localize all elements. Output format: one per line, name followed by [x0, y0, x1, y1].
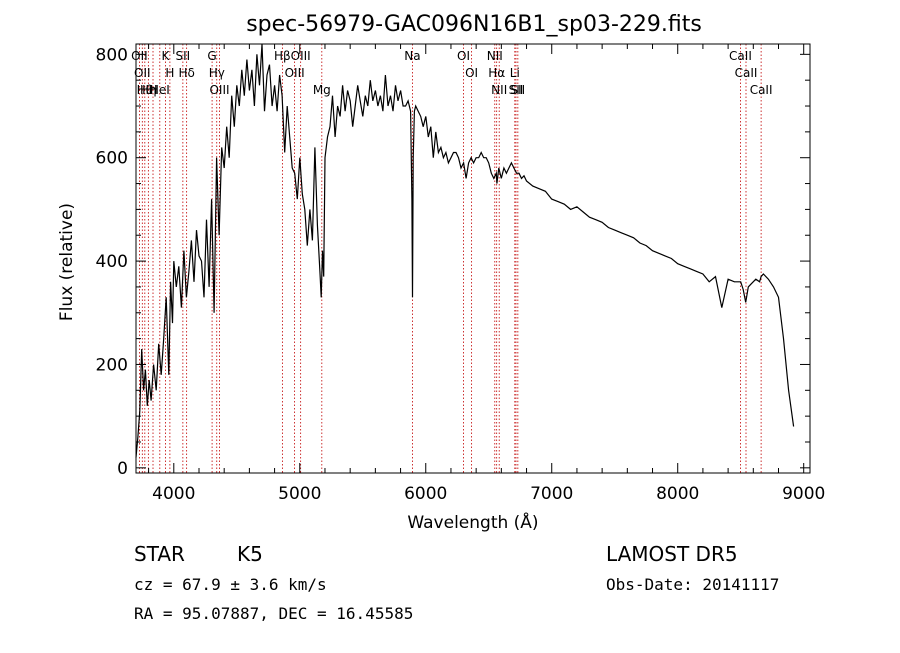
line-marker-label: OII: [131, 49, 148, 63]
object-class: STAR: [134, 542, 185, 566]
y-tick-label: 400: [96, 252, 128, 272]
line-marker-label: CaII: [729, 49, 752, 63]
line-marker-label: OI: [457, 49, 470, 63]
line-marker-label: CaII: [750, 83, 773, 97]
x-tick-label: 9000: [782, 484, 825, 504]
line-marker-label: H: [148, 83, 157, 97]
survey-name: LAMOST DR5: [606, 542, 738, 566]
line-marker-label: NII: [487, 49, 503, 63]
line-marker-labels: OIIOIIHθHηHHeIKHSIIHδGHγOIIIHβOIIIOIIIMg…: [131, 49, 772, 97]
line-marker-label: OII: [134, 66, 151, 80]
x-tick-label: 8000: [656, 484, 699, 504]
line-marker-label: OIII: [285, 66, 305, 80]
x-tick-label: 6000: [404, 484, 447, 504]
line-marker-label: CaII: [735, 66, 758, 80]
line-marker-label: Hδ: [178, 66, 194, 80]
object-subclass: K5: [237, 542, 263, 566]
spectrum-series-line: [135, 43, 795, 458]
x-tick-label: 5000: [278, 484, 321, 504]
line-marker-label: NII: [491, 83, 507, 97]
line-marker-label: OI: [465, 66, 478, 80]
line-marker-label: Hα: [488, 66, 505, 80]
y-tick-label: 600: [96, 149, 128, 169]
line-marker-label: Na: [404, 49, 420, 63]
line-marker-label: K: [162, 49, 171, 63]
redshift-cz: cz = 67.9 ± 3.6 km/s: [134, 575, 327, 594]
observation-date: Obs-Date: 20141117: [606, 575, 779, 594]
x-tick-label: 7000: [530, 484, 573, 504]
chart-title: spec-56979-GAC096N16B1_sp03-229.fits: [246, 12, 702, 37]
line-marker-label: Hθ: [137, 83, 153, 97]
y-axis: 0 200 400 600 800: [96, 45, 810, 479]
x-axis-label: Wavelength (Å): [407, 511, 538, 533]
line-marker-label: SII: [509, 83, 524, 97]
y-tick-label: 800: [96, 45, 128, 65]
line-marker-label: Mg: [313, 83, 331, 97]
line-marker-label: HeI: [150, 83, 170, 97]
y-tick-label: 0: [117, 459, 128, 479]
sky-coordinates: RA = 95.07887, DEC = 16.45585: [134, 604, 413, 623]
y-tick-label: 200: [96, 355, 128, 375]
line-marker-label: SII: [176, 49, 191, 63]
x-axis: 4000 5000 6000 7000 8000 9000: [148, 44, 825, 504]
line-marker-label: Hη: [140, 83, 157, 97]
line-marker-label: SII: [510, 83, 525, 97]
line-marker-label: G: [207, 49, 216, 63]
plot-frame: [135, 43, 811, 474]
line-marker-label: OIII: [209, 83, 229, 97]
y-axis-label: Flux (relative): [57, 203, 77, 321]
line-marker-label: H: [165, 66, 174, 80]
line-marker-label: OIII: [291, 49, 311, 63]
x-tick-label: 4000: [152, 484, 195, 504]
line-marker-label: Hγ: [209, 66, 225, 80]
line-marker-label: Hβ: [274, 49, 291, 63]
line-marker-label: Li: [510, 66, 520, 80]
